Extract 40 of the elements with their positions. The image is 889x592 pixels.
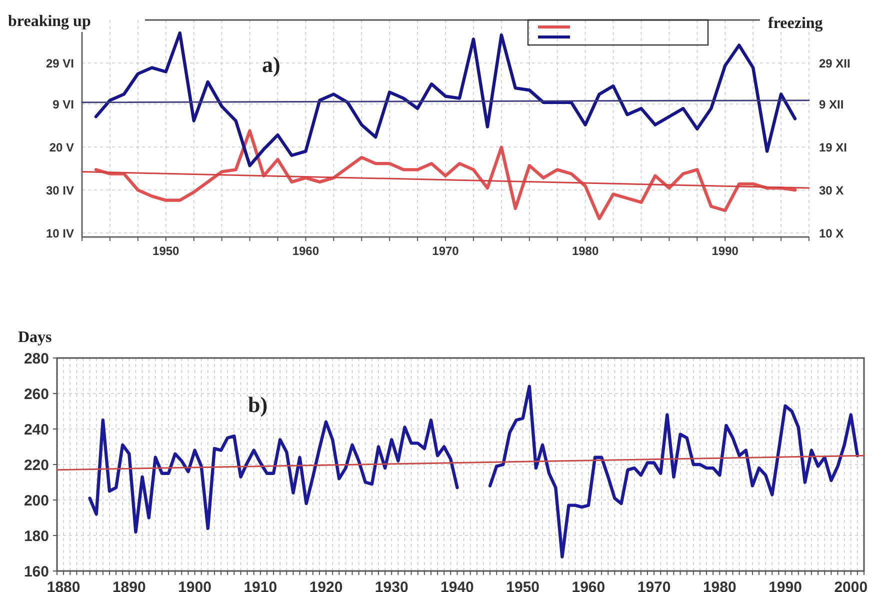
- x-tick-label: 1940: [440, 579, 474, 592]
- y-tick-label: 220: [24, 456, 49, 474]
- text: 20 V: [49, 140, 74, 154]
- x-tick-label: 1990: [712, 244, 739, 258]
- x-tick-label: 1930: [374, 579, 408, 592]
- text: 19 XI: [819, 140, 848, 154]
- y-tick-label: 200: [24, 492, 49, 510]
- text: 29 XII: [819, 56, 850, 70]
- annotation: a): [262, 52, 280, 77]
- x-tick-label: 1920: [309, 579, 343, 592]
- x-tick-label: 1970: [432, 244, 460, 258]
- text: 9 VI: [52, 97, 74, 112]
- x-tick-label: 1980: [702, 579, 736, 592]
- x-tick-label: 2000: [834, 579, 868, 592]
- y-axis-title: Days: [18, 329, 52, 346]
- y-tick-label: 260: [24, 386, 49, 403]
- y-tick-label: 280: [24, 350, 49, 368]
- x-tick-label: 1910: [244, 579, 278, 592]
- y-tick-label: 240: [24, 421, 49, 438]
- text: 30 IV: [46, 183, 74, 198]
- x-tick-label: 1950: [506, 579, 540, 592]
- x-tick-label: 1950: [152, 244, 180, 258]
- text: 30 X: [819, 183, 844, 198]
- x-tick-label: 1900: [178, 579, 212, 592]
- x-tick-label: 1960: [572, 579, 606, 592]
- annotation: b): [248, 392, 268, 417]
- x-tick-label: 1980: [572, 244, 599, 258]
- x-tick-label: 1960: [292, 244, 320, 258]
- y2-axis-title: freezing: [768, 15, 823, 32]
- text: 9 XII: [819, 97, 844, 112]
- text: 10 X: [819, 226, 844, 240]
- y-tick-label: 180: [24, 528, 49, 545]
- text: 29 VI: [46, 56, 74, 70]
- x-tick-label: 1970: [637, 579, 671, 592]
- text: 10 IV: [46, 226, 74, 240]
- x-tick-label: 1890: [112, 579, 146, 592]
- y-tick-label: 160: [24, 563, 49, 580]
- y-axis-title: breaking up: [8, 13, 91, 30]
- x-tick-label: 1990: [768, 579, 802, 592]
- x-tick-label: 1880: [46, 579, 80, 592]
